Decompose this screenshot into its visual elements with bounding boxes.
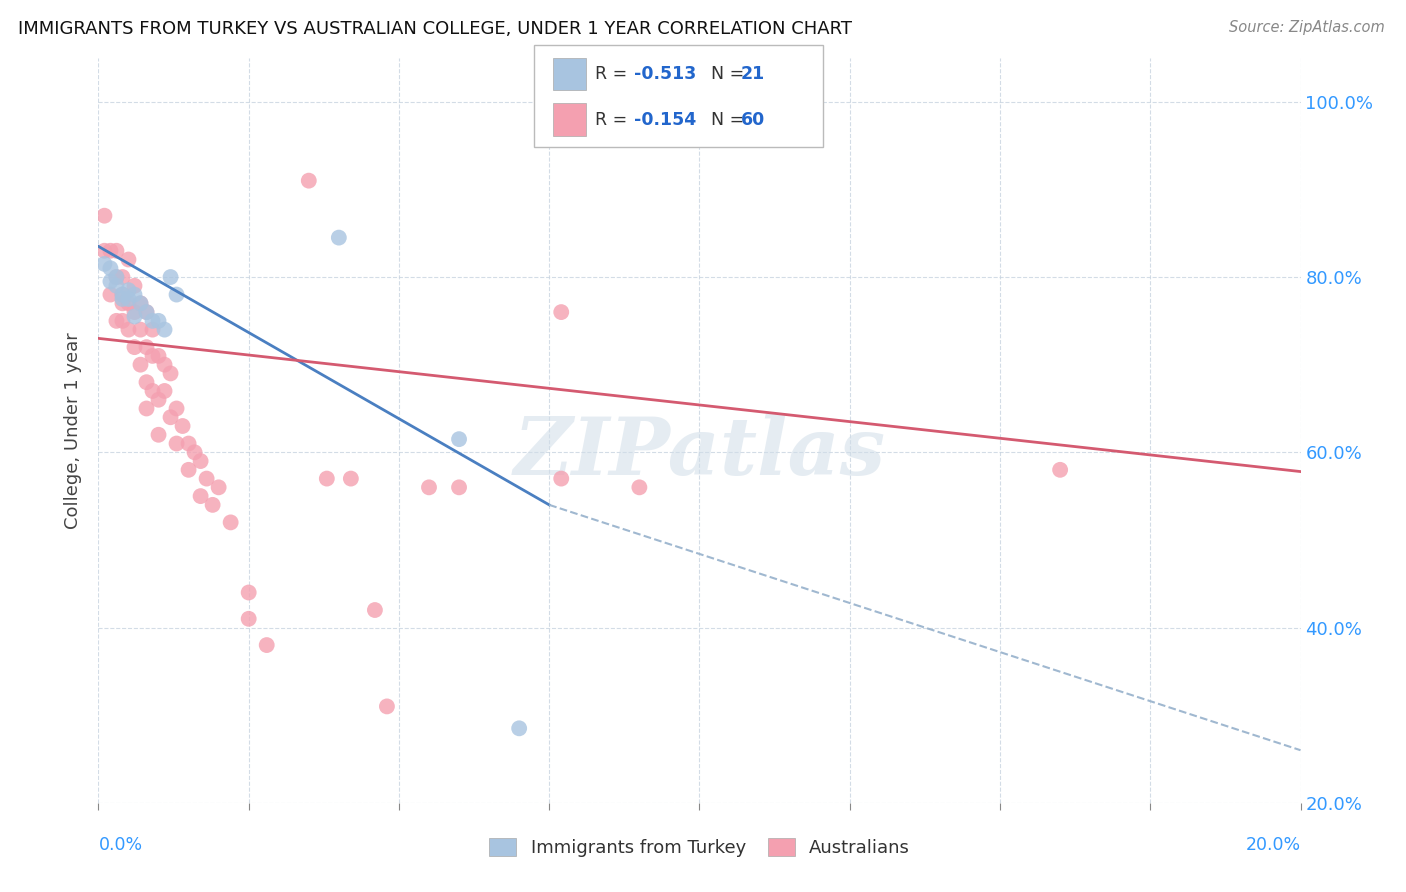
- Point: [135, 340, 157, 354]
- Point: [93, 257, 115, 271]
- Point: [508, 721, 530, 735]
- Point: [105, 314, 128, 328]
- Text: ZIPatlas: ZIPatlas: [513, 414, 886, 491]
- Point: [135, 305, 157, 319]
- Text: 0.0%: 0.0%: [98, 837, 142, 855]
- Text: N =: N =: [700, 111, 749, 128]
- Point: [124, 310, 146, 324]
- Point: [166, 436, 188, 450]
- Text: Source: ZipAtlas.com: Source: ZipAtlas.com: [1229, 20, 1385, 35]
- Point: [141, 349, 163, 363]
- Point: [550, 472, 572, 486]
- Point: [129, 358, 152, 372]
- Point: [364, 603, 387, 617]
- Point: [550, 305, 572, 319]
- Point: [105, 244, 128, 258]
- Text: IMMIGRANTS FROM TURKEY VS AUSTRALIAN COLLEGE, UNDER 1 YEAR CORRELATION CHART: IMMIGRANTS FROM TURKEY VS AUSTRALIAN COL…: [18, 20, 852, 37]
- Point: [111, 296, 134, 310]
- Point: [117, 323, 139, 337]
- Point: [135, 305, 157, 319]
- Point: [100, 244, 122, 258]
- Point: [100, 274, 122, 288]
- Point: [124, 305, 146, 319]
- Text: -0.154: -0.154: [634, 111, 696, 128]
- Point: [172, 419, 194, 434]
- Point: [238, 585, 260, 599]
- Point: [375, 699, 398, 714]
- Point: [148, 392, 170, 407]
- Point: [447, 432, 470, 446]
- Point: [105, 270, 128, 285]
- Point: [148, 314, 170, 328]
- Point: [141, 384, 163, 398]
- Point: [111, 270, 134, 285]
- Point: [117, 252, 139, 267]
- Point: [100, 287, 122, 301]
- Point: [111, 292, 134, 306]
- Point: [159, 410, 181, 425]
- Point: [195, 472, 218, 486]
- Point: [124, 287, 146, 301]
- Point: [177, 436, 200, 450]
- Point: [153, 358, 176, 372]
- Point: [111, 287, 134, 301]
- Point: [124, 278, 146, 293]
- Point: [628, 480, 651, 494]
- Text: -0.513: -0.513: [634, 65, 696, 83]
- Point: [418, 480, 440, 494]
- Point: [148, 427, 170, 442]
- Point: [111, 314, 134, 328]
- Point: [219, 516, 242, 530]
- Point: [135, 375, 157, 389]
- Text: N =: N =: [700, 65, 749, 83]
- Point: [153, 323, 176, 337]
- Point: [141, 314, 163, 328]
- Text: 20.0%: 20.0%: [1246, 837, 1301, 855]
- Point: [117, 283, 139, 297]
- Point: [117, 292, 139, 306]
- Point: [129, 323, 152, 337]
- Point: [190, 489, 212, 503]
- Point: [105, 278, 128, 293]
- Point: [328, 230, 350, 244]
- Point: [159, 367, 181, 381]
- Point: [111, 287, 134, 301]
- Point: [166, 287, 188, 301]
- Text: R =: R =: [595, 65, 633, 83]
- Point: [93, 244, 115, 258]
- Legend: Immigrants from Turkey, Australians: Immigrants from Turkey, Australians: [482, 830, 917, 864]
- Point: [153, 384, 176, 398]
- Point: [124, 340, 146, 354]
- Point: [238, 612, 260, 626]
- Point: [1049, 463, 1071, 477]
- Point: [129, 296, 152, 310]
- Point: [166, 401, 188, 416]
- Text: 60: 60: [741, 111, 765, 128]
- Y-axis label: College, Under 1 year: College, Under 1 year: [65, 332, 83, 529]
- Text: 21: 21: [741, 65, 765, 83]
- Point: [135, 401, 157, 416]
- Point: [201, 498, 224, 512]
- Point: [141, 323, 163, 337]
- Point: [177, 463, 200, 477]
- Point: [298, 174, 321, 188]
- Text: R =: R =: [595, 111, 633, 128]
- Point: [315, 472, 337, 486]
- Point: [447, 480, 470, 494]
- Point: [129, 296, 152, 310]
- Point: [183, 445, 205, 459]
- Point: [148, 349, 170, 363]
- Point: [100, 261, 122, 276]
- Point: [208, 480, 231, 494]
- Point: [159, 270, 181, 285]
- Point: [117, 296, 139, 310]
- Point: [256, 638, 278, 652]
- Point: [105, 270, 128, 285]
- Point: [190, 454, 212, 468]
- Point: [93, 209, 115, 223]
- Point: [340, 472, 363, 486]
